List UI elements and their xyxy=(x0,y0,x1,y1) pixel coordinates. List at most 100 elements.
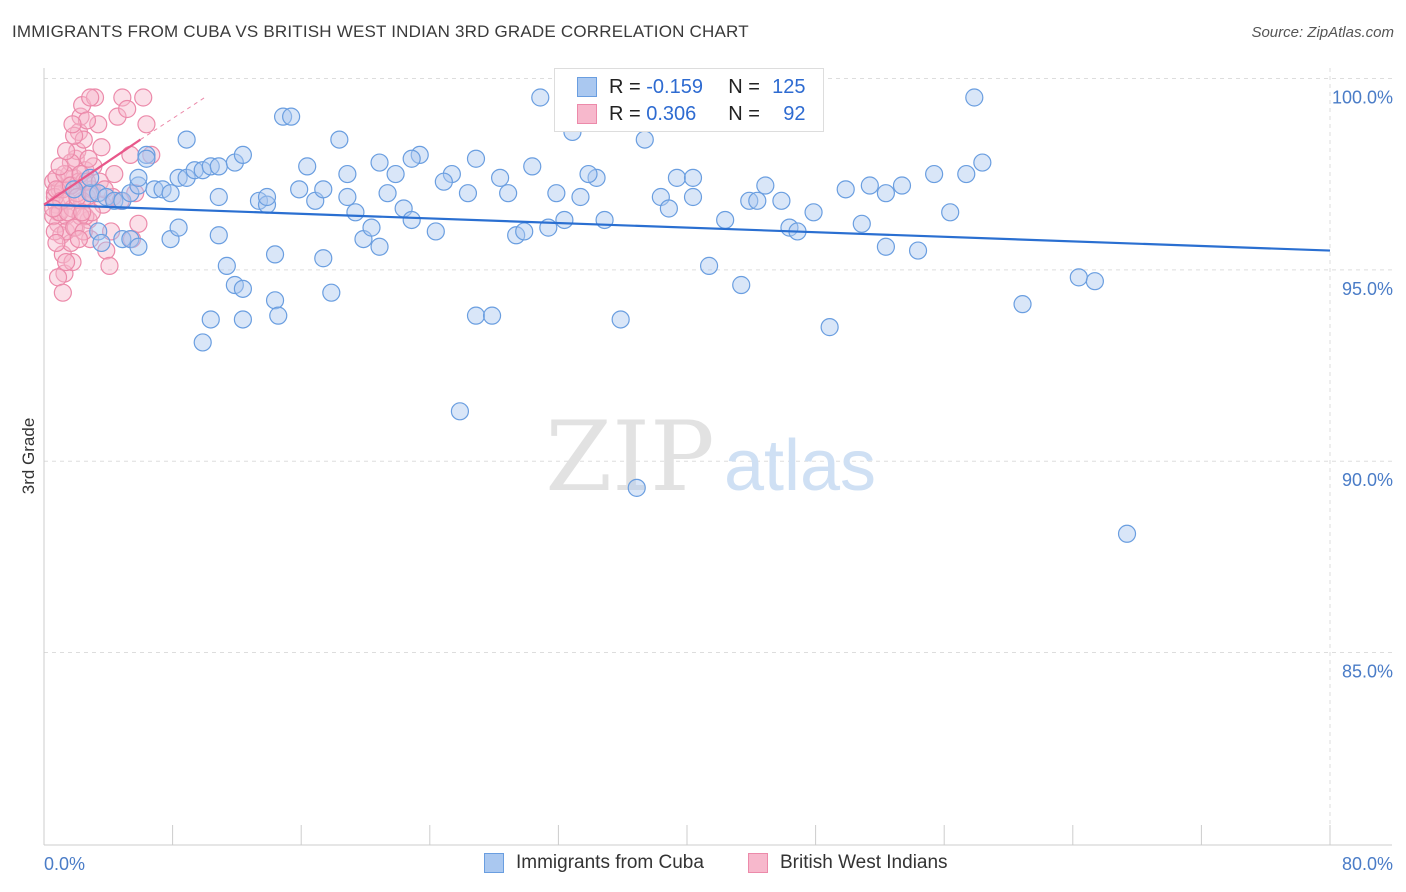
data-point-bwi xyxy=(48,268,68,287)
legend-n-value: 125 xyxy=(772,75,806,98)
watermark-atlas: atlas xyxy=(724,426,876,506)
data-point-cuba xyxy=(1085,272,1104,291)
data-point-bwi xyxy=(137,115,156,134)
data-point-cuba xyxy=(434,172,453,191)
data-point-cuba xyxy=(330,130,349,149)
data-point-cuba xyxy=(233,310,252,329)
data-point-cuba xyxy=(193,333,212,352)
data-point-cuba xyxy=(338,164,357,184)
data-point-cuba xyxy=(233,145,252,165)
data-point-cuba xyxy=(378,184,397,203)
data-point-cuba xyxy=(523,157,542,176)
gridlines xyxy=(44,68,1392,845)
data-point-cuba xyxy=(466,149,486,168)
legend-r-value: -0.159 xyxy=(646,75,703,98)
chart-title: IMMIGRANTS FROM CUBA VS BRITISH WEST IND… xyxy=(12,22,749,41)
data-point-bwi xyxy=(81,88,100,107)
data-point-cuba xyxy=(177,130,196,149)
trend-line-cuba xyxy=(43,203,1331,252)
legend-n-label: N = xyxy=(728,102,760,125)
legend-r-label: R = xyxy=(609,75,641,98)
data-point-cuba xyxy=(579,164,598,184)
data-point-bwi xyxy=(69,229,89,249)
data-point-cuba xyxy=(836,180,855,199)
data-point-cuba xyxy=(161,184,180,203)
data-point-cuba xyxy=(81,168,100,187)
data-point-cuba xyxy=(269,306,288,325)
data-point-bwi xyxy=(45,222,64,241)
y-tick-label: 100.0% xyxy=(1332,88,1393,108)
data-point-cuba xyxy=(290,180,309,199)
data-point-cuba xyxy=(852,214,871,233)
legend-swatch-cuba xyxy=(484,853,504,873)
data-point-cuba xyxy=(209,187,228,207)
data-point-cuba xyxy=(973,153,992,172)
data-point-bwi xyxy=(118,99,137,119)
data-point-cuba xyxy=(683,187,703,207)
data-point-cuba xyxy=(555,210,574,230)
data-point-cuba xyxy=(201,310,220,329)
data-point-cuba xyxy=(892,176,912,195)
legend-label-bwi: British West Indians xyxy=(780,852,948,873)
data-point-bwi xyxy=(82,203,101,222)
data-point-cuba xyxy=(370,237,389,256)
x-tick-label: 80.0% xyxy=(1342,854,1393,874)
y-tick-label: 90.0% xyxy=(1342,470,1393,490)
y-axis-label: 3rd Grade xyxy=(19,418,38,495)
series-immigrants-from-cuba xyxy=(65,88,1137,543)
data-point-cuba xyxy=(402,149,421,168)
data-point-bwi xyxy=(121,145,140,165)
legend-item-cuba[interactable]: Immigrants from Cuba xyxy=(484,852,704,874)
y-tick-label: 85.0% xyxy=(1342,662,1393,682)
data-point-bwi xyxy=(113,88,132,107)
data-point-cuba xyxy=(499,184,518,203)
data-point-cuba xyxy=(209,157,228,176)
data-point-cuba xyxy=(137,149,156,168)
data-point-cuba xyxy=(941,203,960,222)
data-point-cuba xyxy=(346,203,365,222)
data-point-cuba xyxy=(611,310,630,329)
data-point-cuba xyxy=(716,210,735,230)
data-point-cuba xyxy=(965,88,984,107)
data-point-bwi xyxy=(63,252,82,272)
data-point-cuba xyxy=(282,107,301,126)
data-point-cuba xyxy=(1117,524,1137,543)
data-point-cuba xyxy=(1069,268,1088,287)
data-point-cuba xyxy=(129,237,148,256)
data-point-cuba xyxy=(772,191,791,210)
data-point-cuba xyxy=(362,218,381,237)
data-point-cuba xyxy=(322,283,341,302)
legend-row-cuba: R = -0.159 N = 125 xyxy=(577,74,806,100)
data-point-bwi xyxy=(92,138,111,157)
data-point-cuba xyxy=(756,176,775,195)
chart-source: Source: ZipAtlas.com xyxy=(1251,24,1394,41)
data-point-bwi xyxy=(50,157,69,176)
data-point-cuba xyxy=(169,218,188,237)
legend-label-cuba: Immigrants from Cuba xyxy=(516,852,704,873)
data-point-cuba xyxy=(466,306,486,325)
data-point-cuba xyxy=(482,306,502,325)
data-point-bwi xyxy=(77,111,97,130)
data-point-bwi xyxy=(129,214,148,233)
legend-r-label: R = xyxy=(609,102,641,125)
data-point-bwi xyxy=(65,218,84,237)
data-point-cuba xyxy=(627,478,646,497)
axes xyxy=(43,68,1392,846)
data-point-cuba xyxy=(571,187,590,207)
data-point-cuba xyxy=(659,199,678,218)
legend-item-bwi[interactable]: British West Indians xyxy=(748,852,948,874)
data-point-bwi xyxy=(56,252,76,272)
data-point-cuba xyxy=(860,176,879,195)
data-point-cuba xyxy=(957,164,976,184)
data-point-cuba xyxy=(876,184,896,203)
data-point-cuba xyxy=(820,318,839,337)
data-point-cuba xyxy=(458,184,478,203)
x-tick-label: 0.0% xyxy=(44,854,85,874)
data-point-cuba xyxy=(338,187,357,207)
data-point-cuba xyxy=(298,157,317,176)
data-point-cuba xyxy=(386,164,405,184)
data-point-cuba xyxy=(217,256,236,275)
data-point-cuba xyxy=(732,275,751,295)
data-point-bwi xyxy=(89,115,108,134)
data-point-cuba xyxy=(635,130,654,149)
